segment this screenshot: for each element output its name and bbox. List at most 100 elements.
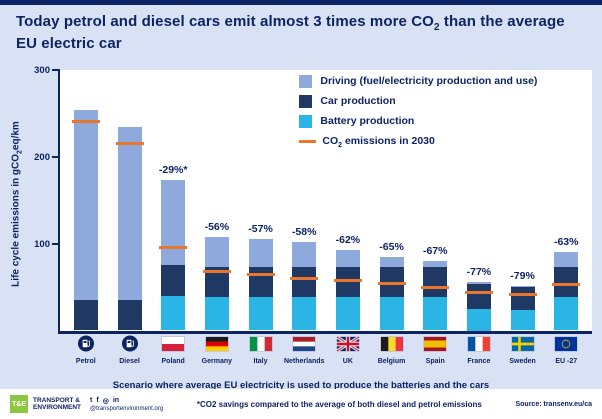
bar-group-eu: -63% EU -27 xyxy=(544,70,588,365)
savings-label: -77% xyxy=(466,265,492,278)
bar-belgium xyxy=(379,256,404,331)
social-handle: @transportenvironment.org xyxy=(90,405,164,412)
segment-car xyxy=(161,265,186,296)
segment-battery xyxy=(335,297,360,331)
flag-france xyxy=(467,336,490,351)
savings-label: -65% xyxy=(379,240,404,253)
category-label: Sweden xyxy=(509,357,536,365)
segment-car xyxy=(292,266,317,298)
co2-2030-marker xyxy=(377,282,406,286)
te-logo-icon: T&E xyxy=(10,395,28,413)
flag-belgium xyxy=(380,336,403,351)
legend-line-swatch xyxy=(299,140,317,143)
y-tick-mark xyxy=(52,69,60,71)
bar-poland xyxy=(161,180,186,331)
legend-item: CO2 emissions in 2030 xyxy=(299,135,537,149)
co2-2030-marker xyxy=(71,120,100,124)
savings-label: -57% xyxy=(248,223,273,236)
diesel-pump-icon xyxy=(121,334,138,352)
legend-label: CO2 emissions in 2030 xyxy=(322,134,435,149)
emissions-chart: Life cycle emissions in gCO2eq/km Drivin… xyxy=(0,56,602,376)
segment-driving xyxy=(161,180,186,266)
co2-2030-marker xyxy=(159,246,188,250)
te-logo-block: T&E TRANSPORT & ENVIRONMENT t f ◎ in @tr… xyxy=(10,395,163,413)
flag-germany xyxy=(205,336,228,351)
bar-spain xyxy=(423,260,448,331)
linkedin-icon: in xyxy=(112,396,120,404)
category-label: EU -27 xyxy=(555,357,578,365)
te-logo-text: TRANSPORT & ENVIRONMENT xyxy=(33,397,81,412)
bar-italy xyxy=(248,239,273,331)
savings-label: -79% xyxy=(510,270,535,283)
co2-2030-marker xyxy=(421,285,450,289)
segment-car xyxy=(423,266,448,298)
bar-group-spain: -67% Spain xyxy=(413,70,457,365)
category-label: Italy xyxy=(253,357,268,365)
bar-group-germany: -56% Germany xyxy=(195,70,239,364)
social-icons: t f ◎ in xyxy=(90,397,163,405)
savings-label: -62% xyxy=(335,233,361,246)
legend-item: Driving (fuel/electricity production and… xyxy=(299,74,538,88)
segment-car xyxy=(335,266,360,298)
segment-driving xyxy=(379,256,404,267)
plot-area: Driving (fuel/electricity production and… xyxy=(34,65,592,365)
legend-item: Car production xyxy=(299,94,537,108)
category-label: Germany xyxy=(201,357,233,365)
bar-group-france: -77% France xyxy=(457,70,501,365)
savings-label: -56% xyxy=(204,221,230,234)
flag-sweden xyxy=(511,336,534,351)
segment-driving xyxy=(510,286,535,287)
bar-group-netherlands: -58% Netherlands xyxy=(282,70,326,365)
bar-group-diesel: Diesel xyxy=(108,70,152,365)
segment-driving xyxy=(73,110,98,301)
page-title: Today petrol and diesel cars emit almost… xyxy=(16,13,565,52)
co2-2030-marker xyxy=(115,141,144,145)
y-tick-mark xyxy=(52,156,60,158)
co2-2030-marker xyxy=(246,273,275,277)
flag-poland xyxy=(162,336,185,351)
y-tick-label: 100 xyxy=(34,238,50,250)
legend-color-swatch xyxy=(299,94,313,108)
y-tick-label: 300 xyxy=(34,64,50,76)
bar-france xyxy=(466,281,491,331)
category-label: Spain xyxy=(425,357,445,365)
segment-battery xyxy=(510,309,535,331)
twitter-icon: t xyxy=(90,396,93,404)
segment-car xyxy=(248,266,273,298)
segment-battery xyxy=(554,297,579,331)
legend-label: Driving (fuel/electricity production and… xyxy=(320,75,538,87)
segment-battery xyxy=(379,297,404,331)
co2-2030-marker xyxy=(464,290,493,294)
segment-driving xyxy=(466,281,491,285)
petrol-pump-icon xyxy=(77,334,94,352)
bar-diesel xyxy=(117,126,142,331)
bar-group-petrol: Petrol xyxy=(64,70,108,365)
social-block: t f ◎ in @transportenvironment.org xyxy=(90,397,163,412)
savings-label: -58% xyxy=(291,225,317,238)
bar-petrol xyxy=(73,110,98,331)
segment-battery xyxy=(466,308,491,331)
scenario-caption: Scenario where average EU electricity is… xyxy=(112,379,490,391)
segment-driving xyxy=(423,260,448,267)
legend-item: Battery production xyxy=(299,114,537,128)
segment-battery xyxy=(292,297,317,331)
segment-driving xyxy=(117,126,142,301)
bar-uk xyxy=(335,249,360,331)
segment-car xyxy=(117,300,142,331)
y-tick-label: 200 xyxy=(34,151,50,163)
footer: T&E TRANSPORT & ENVIRONMENT t f ◎ in @tr… xyxy=(0,389,602,419)
segment-battery xyxy=(423,297,448,331)
segment-car xyxy=(510,287,535,310)
logo-line-2: ENVIRONMENT xyxy=(33,404,82,411)
segment-car xyxy=(466,284,491,309)
bar-group-belgium: -65% Belgium xyxy=(370,70,414,365)
segment-driving xyxy=(292,241,317,267)
segment-car xyxy=(73,300,98,331)
savings-label: -29%* xyxy=(158,164,188,176)
bar-group-italy: -57% Italy xyxy=(239,70,283,365)
bar-sweden xyxy=(510,286,535,331)
category-label: UK xyxy=(342,357,353,365)
logo-line-1: TRANSPORT & xyxy=(33,396,80,404)
bar-netherlands xyxy=(292,241,317,331)
co2-2030-marker xyxy=(508,293,537,297)
